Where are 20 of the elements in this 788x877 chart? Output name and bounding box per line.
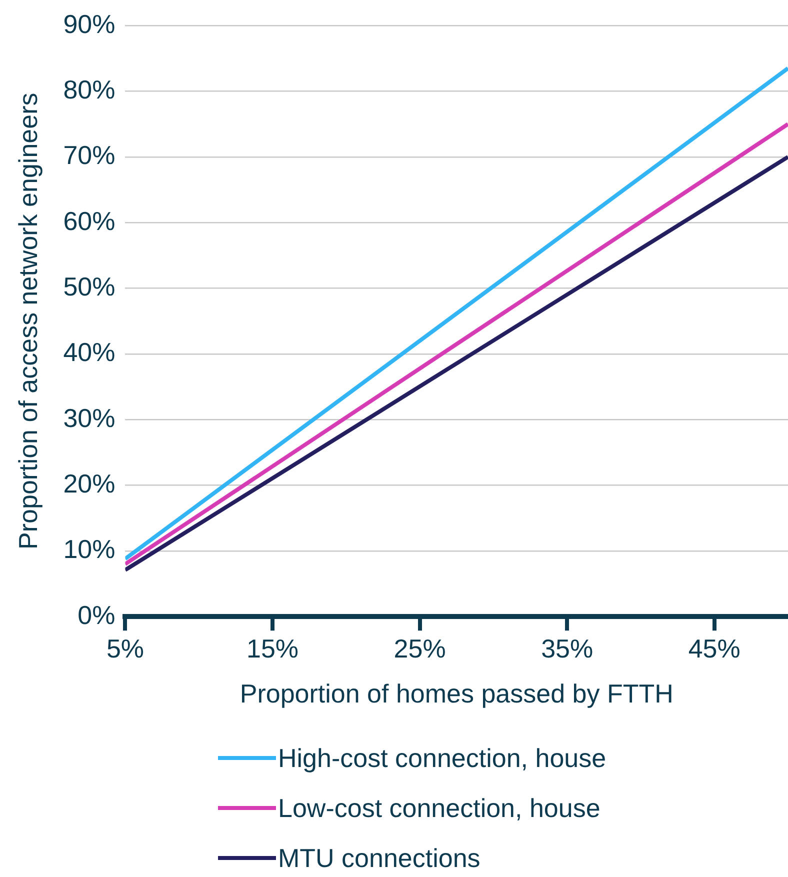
y-tick-label: 10% [63,534,116,564]
y-axis-title: Proportion of access network engineers [12,92,43,550]
y-tick-label: 70% [63,140,116,170]
y-tick-label: 30% [63,402,116,433]
x-axis-title: Proportion of homes passed by FTTH [240,678,674,709]
x-tick-label: 45% [688,633,740,664]
y-tick-label: 90% [63,8,116,39]
x-tick-label: 25% [394,633,446,664]
x-tick-label: 35% [541,633,594,664]
y-tick-label: 20% [63,468,116,498]
y-tick-label: 0% [78,600,116,630]
y-tick-label: 60% [63,206,116,236]
legend-label: Low-cost connection, house [278,792,600,824]
x-tick-label: 15% [246,633,299,664]
y-tick-label: 80% [63,74,116,104]
x-tick-label: 5% [106,633,144,664]
y-tick-label: 50% [63,271,116,302]
legend-label: High-cost connection, house [278,742,606,774]
y-tick-label: 40% [63,337,116,368]
legend-label: MTU connections [278,842,480,874]
